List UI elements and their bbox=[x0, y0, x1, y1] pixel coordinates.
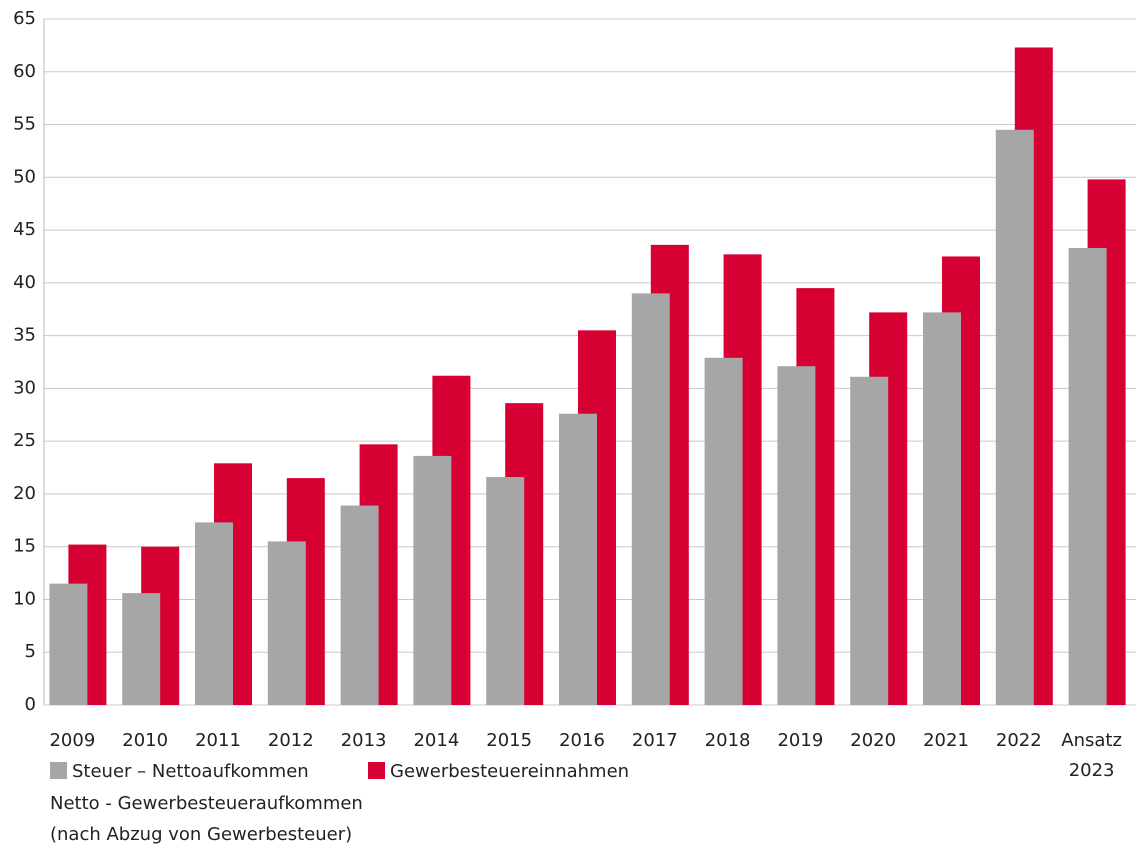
x-tick-label: 2012 bbox=[267, 730, 314, 751]
footnote: (nach Abzug von Gewerbesteuer) bbox=[50, 824, 352, 845]
y-tick-label: 25 bbox=[13, 430, 36, 451]
legend-label: Gewerbesteuereinnahmen bbox=[390, 761, 629, 782]
x-tick-label: 2011 bbox=[195, 730, 241, 751]
bar bbox=[923, 312, 961, 705]
bar bbox=[195, 522, 233, 705]
y-tick-label: 65 bbox=[13, 8, 36, 29]
legend-label: Steuer – Nettoaufkommen bbox=[72, 761, 309, 782]
x-tick-label: Ansatz 2023 bbox=[1061, 730, 1122, 781]
bar bbox=[122, 593, 161, 705]
bar bbox=[777, 366, 816, 705]
x-tick-label: 2021 bbox=[923, 730, 969, 751]
bar bbox=[995, 129, 1034, 706]
bar bbox=[340, 505, 379, 705]
y-tick-label: 50 bbox=[13, 166, 36, 187]
y-tick-label: 5 bbox=[25, 641, 36, 662]
x-tick-label: 2010 bbox=[122, 730, 169, 751]
y-tick-label: 60 bbox=[13, 61, 36, 82]
x-tick-label: 2019 bbox=[777, 730, 824, 751]
bar bbox=[631, 293, 670, 705]
x-tick-label: 2020 bbox=[850, 730, 897, 751]
bar bbox=[267, 541, 306, 705]
y-tick-label: 35 bbox=[13, 325, 36, 346]
y-tick-label: 40 bbox=[13, 272, 36, 293]
x-tick-label: 2017 bbox=[631, 730, 678, 751]
y-tick-label: 55 bbox=[13, 114, 36, 135]
bar bbox=[413, 455, 452, 705]
bar bbox=[1068, 248, 1107, 705]
bar bbox=[850, 376, 889, 705]
legend-swatch bbox=[368, 762, 385, 779]
x-tick-label: 2015 bbox=[486, 730, 533, 751]
x-tick-label: 2016 bbox=[559, 730, 605, 751]
y-tick-label: 20 bbox=[13, 483, 36, 504]
footnote: Netto - Gewerbesteueraufkommen bbox=[50, 793, 363, 814]
y-tick-label: 30 bbox=[13, 377, 36, 398]
x-tick-label: 2013 bbox=[340, 730, 387, 751]
y-tick-label: 15 bbox=[13, 536, 36, 557]
legend-swatch bbox=[50, 762, 67, 779]
x-tick-label: 2022 bbox=[995, 730, 1042, 751]
bar bbox=[486, 477, 525, 705]
x-tick-label: 2009 bbox=[49, 730, 96, 751]
y-tick-label: 0 bbox=[25, 694, 36, 715]
bar bbox=[559, 413, 597, 705]
y-tick-label: 10 bbox=[13, 588, 36, 609]
y-tick-label: 45 bbox=[13, 219, 36, 240]
x-tick-label: 2014 bbox=[413, 730, 460, 751]
bar bbox=[704, 357, 743, 705]
bar bbox=[49, 583, 88, 705]
x-tick-label: 2018 bbox=[704, 730, 751, 751]
